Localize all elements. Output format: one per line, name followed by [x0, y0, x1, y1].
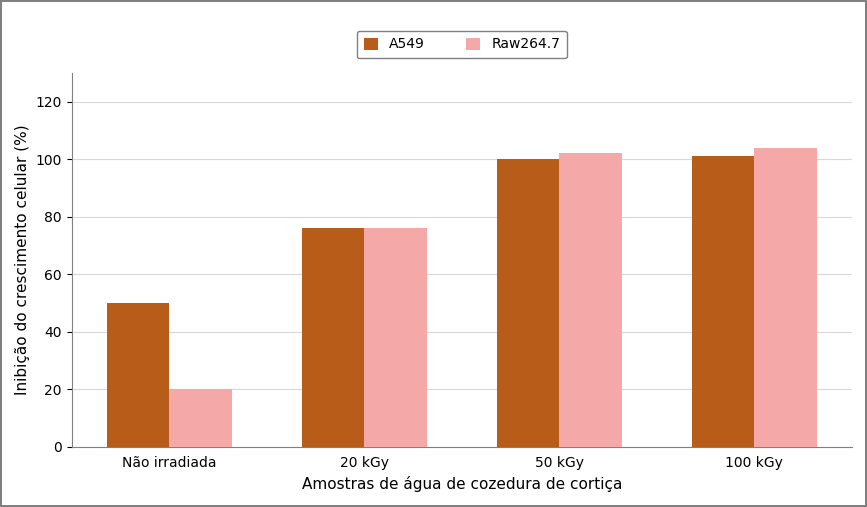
Bar [559, 154, 622, 447]
Y-axis label: Inibição do crescimento celular (%): Inibição do crescimento celular (%) [15, 125, 30, 395]
Bar [692, 156, 754, 447]
Bar [364, 228, 427, 447]
Bar [497, 159, 559, 447]
Bar [108, 303, 169, 447]
Bar [169, 389, 231, 447]
X-axis label: Amostras de água de cozedura de cortiça: Amostras de água de cozedura de cortiça [302, 476, 622, 492]
Legend: A549, Raw264.7: A549, Raw264.7 [356, 30, 567, 58]
Bar [754, 148, 817, 447]
Bar [302, 228, 364, 447]
